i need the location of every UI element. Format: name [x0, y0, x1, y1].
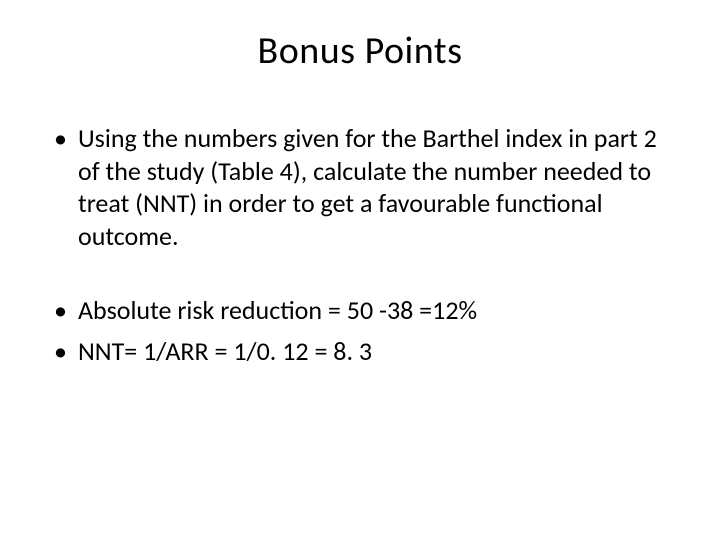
bullet-item: NNT= 1/ARR = 1/0. 12 = 8. 3 — [50, 335, 670, 368]
slide-title: Bonus Points — [50, 28, 670, 74]
bullet-list: Absolute risk reduction = 50 -38 =12% NN… — [50, 294, 670, 367]
slide: Bonus Points Using the numbers given for… — [0, 0, 720, 540]
bullet-item: Absolute risk reduction = 50 -38 =12% — [50, 294, 670, 327]
spacer — [50, 260, 670, 294]
bullet-item: Using the numbers given for the Barthel … — [50, 122, 670, 252]
bullet-list: Using the numbers given for the Barthel … — [50, 122, 670, 252]
